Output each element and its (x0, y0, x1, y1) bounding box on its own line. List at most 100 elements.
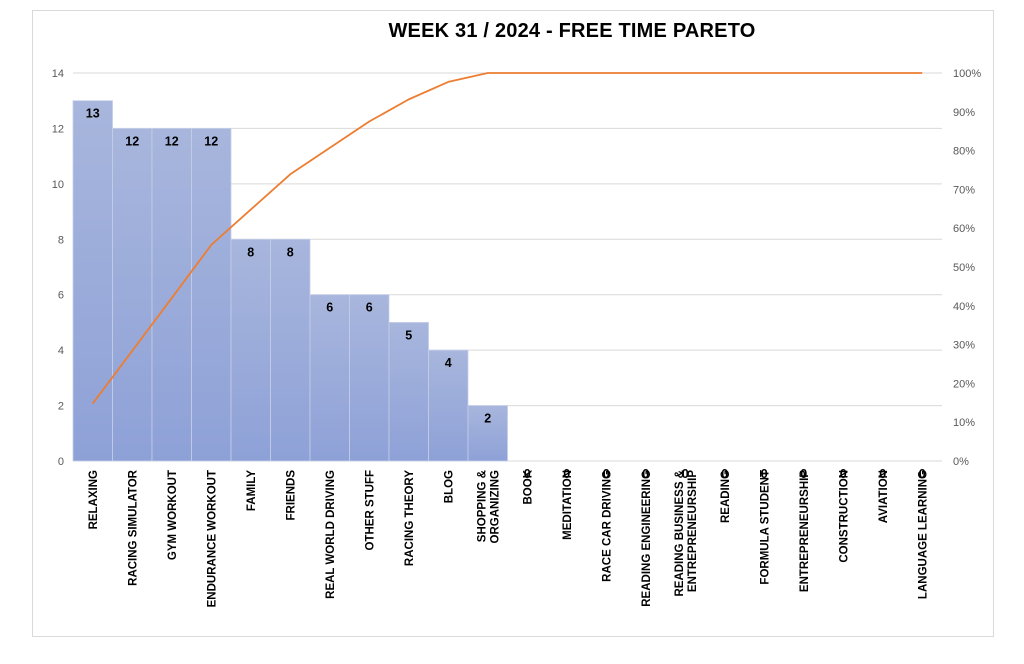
bar (467, 405, 508, 462)
x-category-line: SHOPPING & (476, 470, 488, 542)
x-category-line: RELAXING (88, 470, 100, 529)
x-category-label: ENDURANCE WORKOUT (206, 470, 218, 607)
y-tick-label: 10 (52, 179, 64, 191)
x-category-line: GYM WORKOUT (167, 470, 179, 560)
data-label: 0 (603, 467, 610, 481)
x-category-line: LANGUAGE LEARNING (917, 470, 929, 599)
bar (191, 128, 232, 462)
bar (230, 238, 271, 462)
y-tick-label: 4 (58, 345, 64, 357)
y2-tick-label: 20% (953, 378, 975, 390)
cumulative-line (92, 72, 923, 405)
data-label: 0 (919, 467, 926, 481)
x-category-label: ENTREPRENEURSHIP (799, 470, 811, 592)
x-category-line: FRIENDS (285, 470, 297, 521)
x-category-label: READING ENGINEERING (641, 470, 653, 607)
x-category-label: BLOG (443, 470, 455, 503)
data-label: 0 (761, 467, 768, 481)
data-label: 0 (563, 467, 570, 481)
x-category-line: AVIATION (878, 470, 890, 523)
data-label: 0 (721, 467, 728, 481)
y2-tick-label: 50% (953, 262, 975, 274)
y2-tick-label: 0% (953, 456, 969, 468)
x-category-label: RELAXING (88, 470, 100, 529)
x-category-label: FAMILY (246, 470, 258, 511)
x-category-line: BLOG (443, 470, 455, 503)
x-category-label: READING (720, 470, 732, 523)
y-tick-label: 6 (58, 290, 64, 302)
bar (112, 128, 153, 462)
x-category-label: SHOPPING & ORGANIZING (476, 470, 501, 544)
data-label: 12 (204, 134, 218, 148)
data-label: 0 (840, 467, 847, 481)
x-category-line: ENDURANCE WORKOUT (206, 470, 218, 607)
x-axis-categories: RELAXING RACING SIMULATOR GYM WORKOUT ENDUR… (88, 469, 930, 607)
x-category-label: RACING THEORY (404, 470, 416, 566)
y-tick-label: 14 (52, 68, 64, 80)
data-label: 13 (86, 107, 100, 121)
x-category-label: GYM WORKOUT (167, 470, 179, 560)
bar (270, 238, 311, 462)
x-category-line: RACING THEORY (404, 470, 416, 566)
x-category-line: ORGANIZING (489, 470, 501, 544)
x-category-label: READING BUSINESS & ENTREPRENEURSHIP (674, 470, 699, 597)
data-label: 6 (326, 301, 333, 315)
y2-tick-label: 60% (953, 223, 975, 235)
bars (72, 100, 508, 462)
y-tick-label: 0 (58, 456, 64, 468)
chart-title: WEEK 31 / 2024 - FREE TIME PARETO (388, 20, 756, 42)
y2-tick-label: 40% (953, 301, 975, 313)
y-tick-label: 12 (52, 123, 64, 135)
data-label: 8 (287, 245, 294, 259)
x-category-label: RACE CAR DRIVING (601, 470, 613, 582)
x-category-label: OTHER STUFF (364, 470, 376, 551)
x-category-line: MEDITATION (562, 470, 574, 540)
x-category-label: CONSTRUCTION (838, 470, 850, 563)
x-category-line: CONSTRUCTION (838, 470, 850, 563)
data-label: 4 (445, 356, 452, 370)
x-category-line: FORMULA STUDENT (759, 470, 771, 585)
y2-tick-label: 90% (953, 107, 975, 119)
y2-tick-label: 80% (953, 146, 975, 158)
data-label: 0 (524, 467, 531, 481)
data-label: 6 (366, 301, 373, 315)
y2-tick-label: 100% (953, 68, 981, 80)
x-category-line: OTHER STUFF (364, 470, 376, 551)
data-label: 0 (800, 467, 807, 481)
x-category-label: AVIATION (878, 470, 890, 523)
y-axis-right: 0% 10% 20% 30% 40% 50% 60% 70% 80% 90% 100% (953, 68, 981, 468)
x-category-line: BOOK (522, 469, 534, 504)
x-category-line: FAMILY (246, 470, 258, 511)
x-category-line: ENTREPRENEURSHIP (799, 470, 811, 592)
cumulative-percent-line (92, 72, 923, 405)
bar (388, 322, 429, 462)
y-tick-label: 2 (58, 401, 64, 413)
x-category-label: REAL WORLD DRIVING (325, 470, 337, 599)
x-category-line: ENTREPRENEURSHIP (687, 470, 699, 592)
data-label: 12 (165, 134, 179, 148)
x-category-label: FORMULA STUDENT (759, 470, 771, 585)
data-label: 5 (405, 328, 412, 342)
x-category-label: LANGUAGE LEARNING (917, 470, 929, 599)
y2-tick-label: 30% (953, 340, 975, 352)
y-tick-label: 8 (58, 234, 64, 246)
x-category-line: READING BUSINESS & (674, 470, 686, 597)
x-category-line: READING (720, 470, 732, 523)
y2-tick-label: 10% (953, 417, 975, 429)
y2-tick-label: 70% (953, 184, 975, 196)
y-axis-left: 0 2 4 6 8 10 12 14 (52, 68, 64, 468)
bar (349, 294, 390, 462)
x-category-line: READING ENGINEERING (641, 470, 653, 607)
bar (309, 294, 350, 462)
bar (151, 128, 192, 462)
x-category-line: RACING SIMULATOR (127, 469, 139, 586)
data-label: 8 (247, 245, 254, 259)
x-category-label: BOOK (522, 469, 534, 504)
data-label: 2 (484, 412, 491, 426)
data-label: 0 (879, 467, 886, 481)
x-category-label: RACING SIMULATOR (127, 469, 139, 586)
data-labels: 13 12 12 12 8 8 6 6 5 4 2 0 0 0 0 0 0 0 0 0 0 0 (86, 107, 926, 481)
x-category-label: MEDITATION (562, 470, 574, 540)
data-label: 0 (642, 467, 649, 481)
